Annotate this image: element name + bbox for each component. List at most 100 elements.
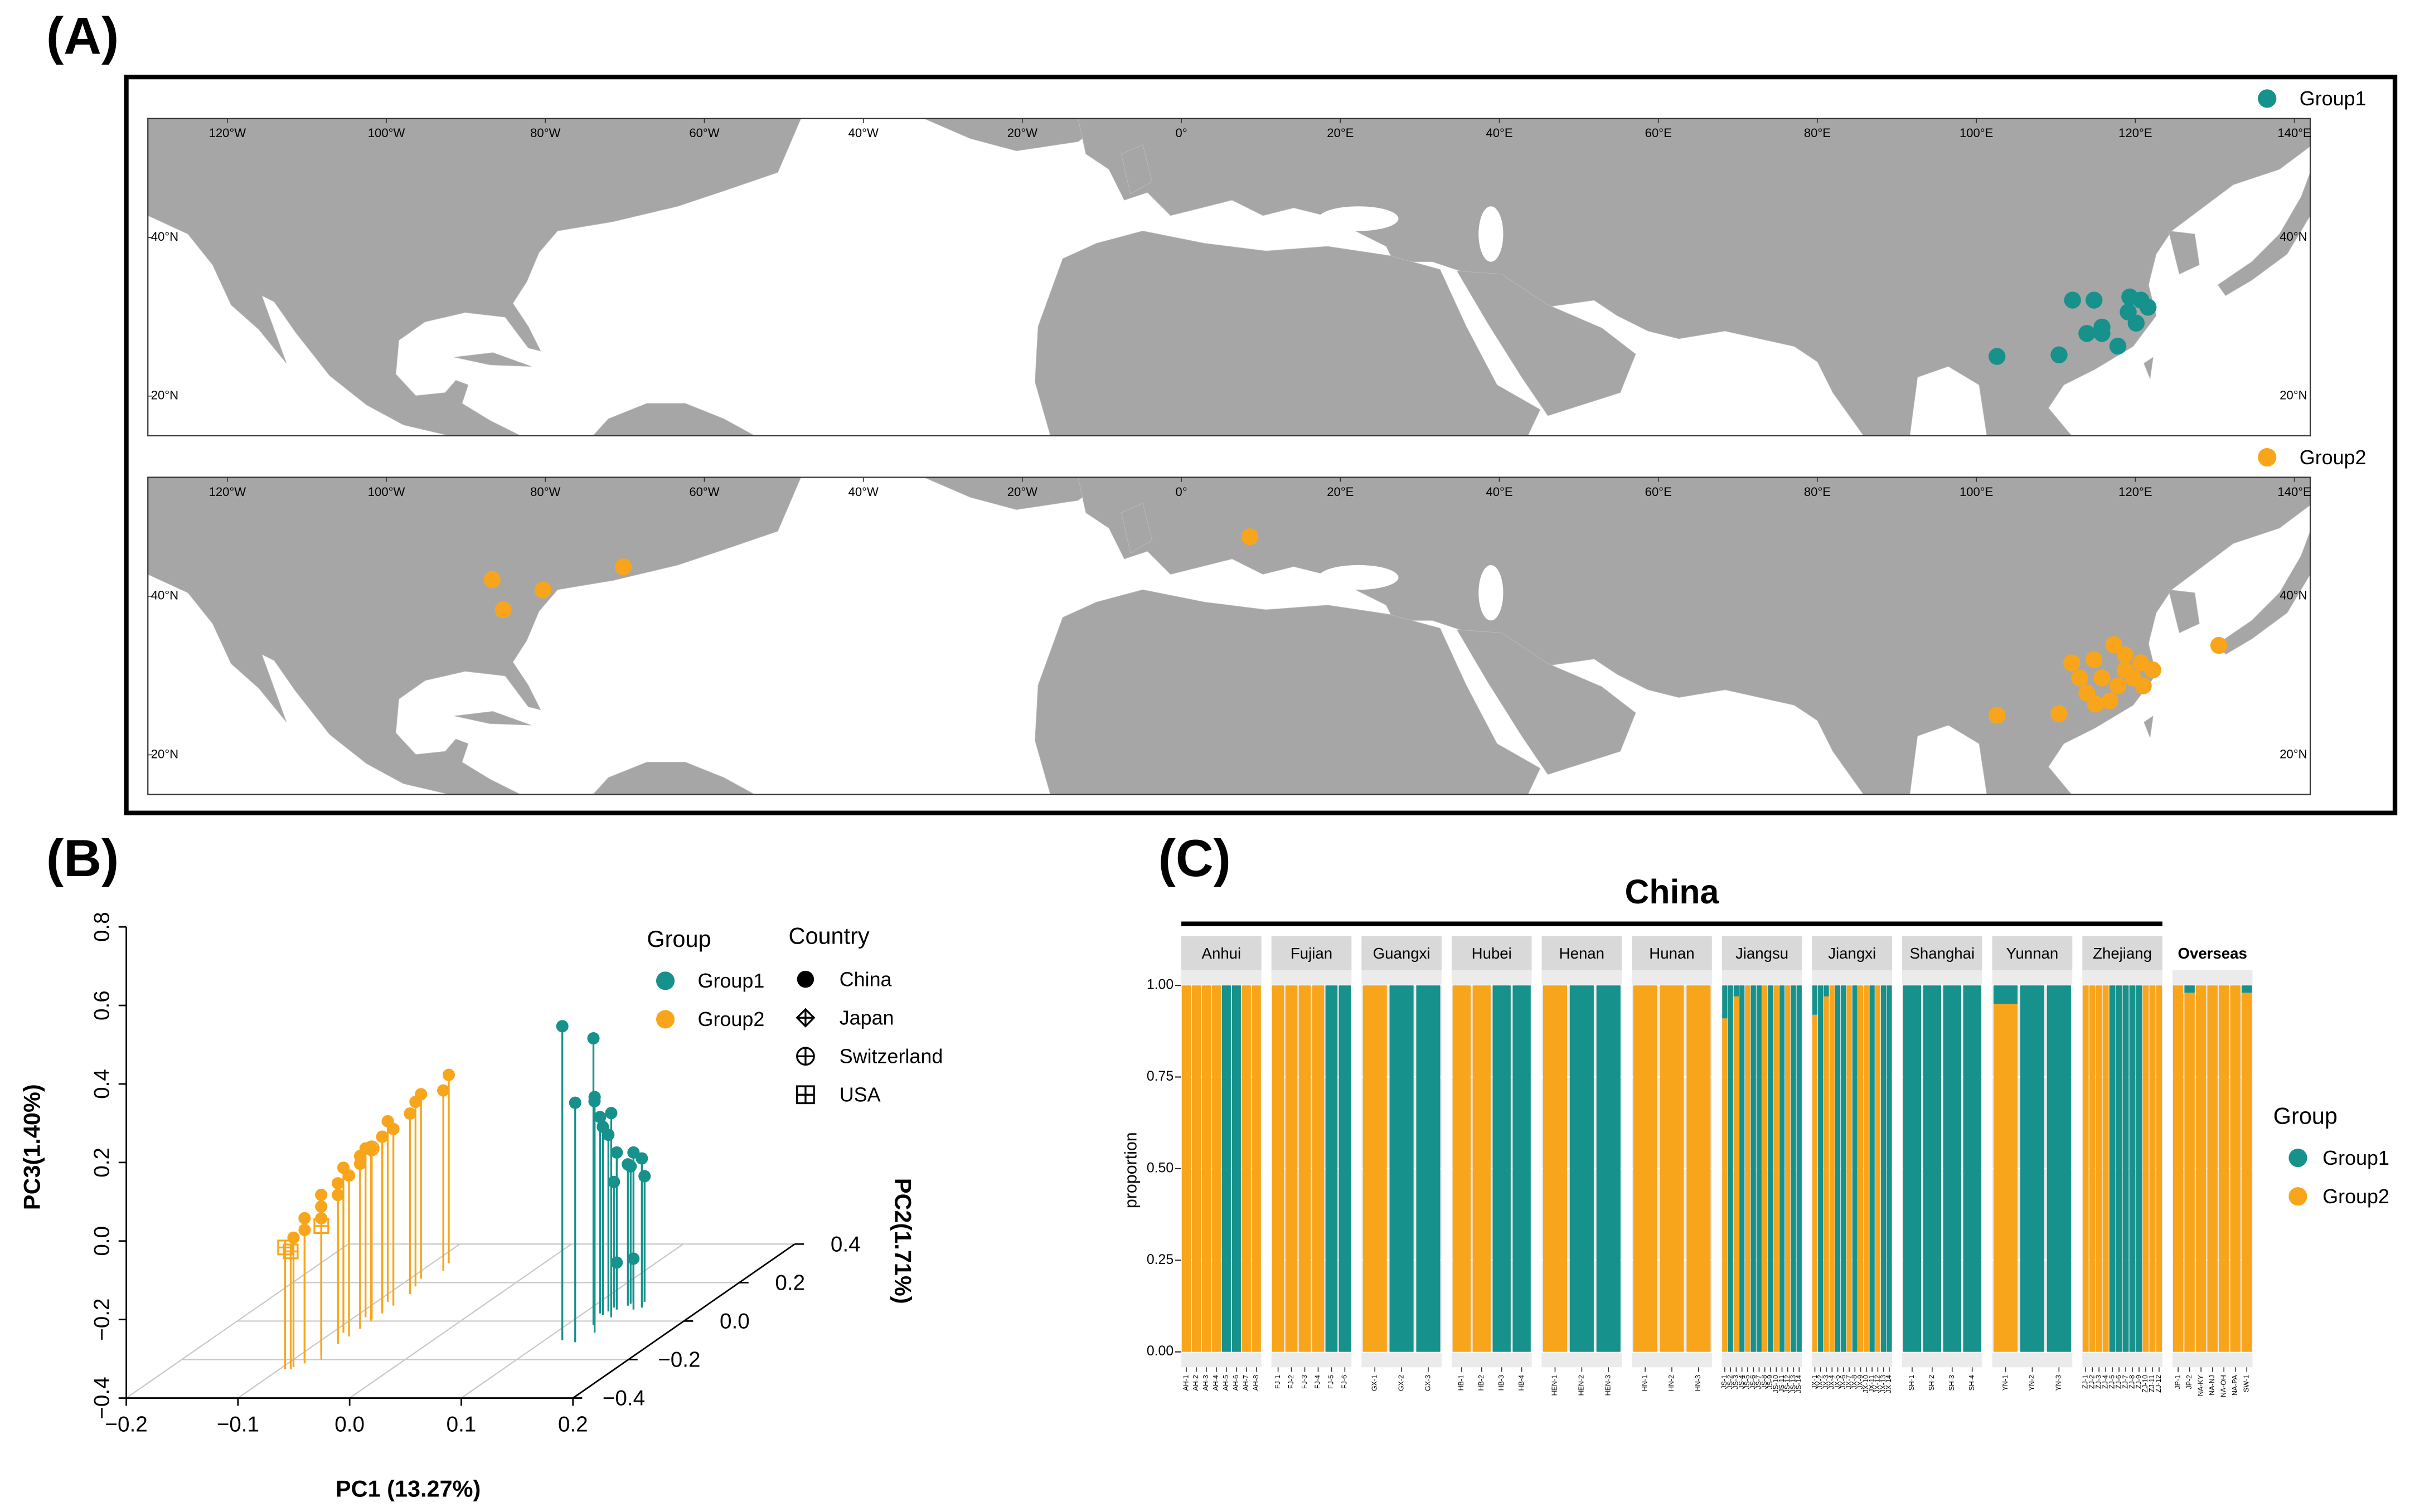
- x-tick-label: JX-8: [1851, 1375, 1859, 1389]
- bar-segment: [1824, 996, 1829, 1352]
- point: [636, 1152, 648, 1165]
- x-tick-label: JP-2: [2185, 1375, 2193, 1389]
- y-tick-label: 0.4: [831, 1232, 861, 1256]
- point-dot: [376, 1130, 389, 1143]
- point: [638, 1170, 651, 1183]
- x-tick-label: SH-2: [1928, 1375, 1936, 1391]
- map-point: [2093, 669, 2111, 687]
- legend-label: Group1: [698, 969, 765, 992]
- bar-segment: [1211, 985, 1221, 1352]
- map-point: [2086, 651, 2103, 668]
- bar-segment: [1835, 985, 1841, 1352]
- bar-segment: [2116, 985, 2122, 1352]
- x-tick-label: JS-2: [1726, 1375, 1734, 1389]
- bar-segment: [2156, 985, 2162, 1352]
- point-dot: [597, 1120, 609, 1133]
- bar-segment: [1875, 985, 1880, 1352]
- point-plus: [284, 1244, 298, 1258]
- facet-strip: [1632, 936, 1712, 970]
- legend-label: Group2: [698, 1008, 765, 1030]
- panel-label: (B): [46, 829, 119, 887]
- x-tick-label: JS-13: [1789, 1375, 1797, 1393]
- x-tick-label: AH-2: [1192, 1375, 1200, 1391]
- map-x-tick-label: 20°W: [1007, 485, 1037, 499]
- y-tick-label: −0.2: [658, 1348, 700, 1372]
- bar-segment: [1389, 985, 1414, 1352]
- map-point: [2050, 705, 2068, 722]
- legend-dot: [656, 1010, 675, 1029]
- map-y-tick-label: 40°N: [151, 589, 178, 602]
- bar-segment: [1242, 985, 1251, 1352]
- point-diamond: [796, 1008, 816, 1028]
- point: [313, 1218, 329, 1234]
- point-dot: [594, 1111, 607, 1124]
- bar-segment: [1452, 985, 1471, 1352]
- map-y-tick-label: 40°N: [2280, 589, 2307, 602]
- map-point: [2116, 661, 2134, 679]
- bar-segment: [1994, 985, 2018, 1004]
- facet-label: Jiangxi: [1828, 945, 1876, 962]
- x-tick-label: ZJ-8: [2128, 1375, 2136, 1389]
- legend-label: Group2: [2322, 1185, 2389, 1208]
- facet-label: Zhejiang: [2093, 945, 2152, 962]
- x-tick-label: GX-1: [1370, 1375, 1378, 1391]
- x-tick-label: JX-2: [1816, 1375, 1824, 1389]
- bar-segment: [1824, 985, 1829, 996]
- x-tick-label: JS-5: [1743, 1375, 1751, 1389]
- y-axis-label: PC2(1.71%): [890, 1178, 916, 1304]
- x-tick-label: SW-1: [2243, 1375, 2251, 1392]
- x-tick-label: JS-7: [1755, 1375, 1763, 1389]
- bar-segment: [1791, 985, 1796, 1352]
- x-tick-label: JS-6: [1749, 1375, 1757, 1389]
- x-axis-label: PC1 (13.27%): [336, 1475, 481, 1501]
- bar-segment: [1994, 1004, 2018, 1352]
- facet-label: Shanghai: [1909, 945, 1975, 962]
- point: [381, 1115, 394, 1127]
- z-tick-label: 0.8: [90, 912, 114, 942]
- map-x-tick-label: 60°W: [689, 485, 719, 499]
- facet-strip: [1902, 936, 1982, 970]
- x-tick-label: JS-10: [1772, 1375, 1780, 1393]
- x-tick-label: JS-12: [1783, 1375, 1791, 1393]
- x-tick-label: JX-5: [1834, 1375, 1841, 1389]
- map-point: [2144, 661, 2161, 679]
- map-point: [2071, 669, 2088, 687]
- x-tick-label: JX-13: [1879, 1375, 1887, 1393]
- legend-dot: [2288, 1148, 2307, 1168]
- point-dot: [638, 1170, 651, 1183]
- bar-segment: [2242, 993, 2252, 1352]
- bar-segment: [1812, 1014, 1818, 1352]
- x-tick-label: HN-3: [1694, 1375, 1702, 1391]
- bar-segment: [1887, 985, 1892, 1352]
- bar-segment: [2142, 985, 2149, 1352]
- facet-strip: [1271, 936, 1352, 970]
- bar-segment: [1722, 985, 1728, 1019]
- bar-segment: [1339, 985, 1351, 1352]
- facet-label: Hubei: [1472, 945, 1512, 962]
- bar-segment: [1785, 985, 1791, 1352]
- x-tick-label: SH-4: [1968, 1375, 1976, 1391]
- map-x-tick-label: 120°E: [2118, 485, 2152, 499]
- bar-segment: [1963, 985, 1981, 1352]
- x-tick-label: JP-1: [2174, 1375, 2181, 1389]
- point-dot: [404, 1107, 416, 1120]
- x-tick-label: SH-3: [1948, 1375, 1956, 1391]
- map-x-tick-label: 120°W: [209, 126, 246, 140]
- bar-segment: [1846, 985, 1852, 1352]
- point: [610, 1256, 623, 1269]
- x-tick-label: NA-PA: [2231, 1374, 2239, 1396]
- facet-strip: [1451, 936, 1532, 970]
- point: [283, 1243, 299, 1260]
- x-tick-label: AH-3: [1202, 1375, 1210, 1391]
- x-tick-label: JX-1: [1811, 1375, 1818, 1389]
- point-dot: [569, 1096, 581, 1109]
- map-point: [2135, 677, 2152, 694]
- map-point: [2116, 646, 2134, 664]
- point: [605, 1107, 618, 1120]
- point-plus: [314, 1219, 328, 1233]
- point: [376, 1130, 389, 1143]
- x-tick-label: NA-KY: [2196, 1374, 2204, 1396]
- x-tick-label: FJ-3: [1301, 1375, 1308, 1389]
- map-point: [1989, 707, 2006, 724]
- map-point: [2093, 325, 2111, 342]
